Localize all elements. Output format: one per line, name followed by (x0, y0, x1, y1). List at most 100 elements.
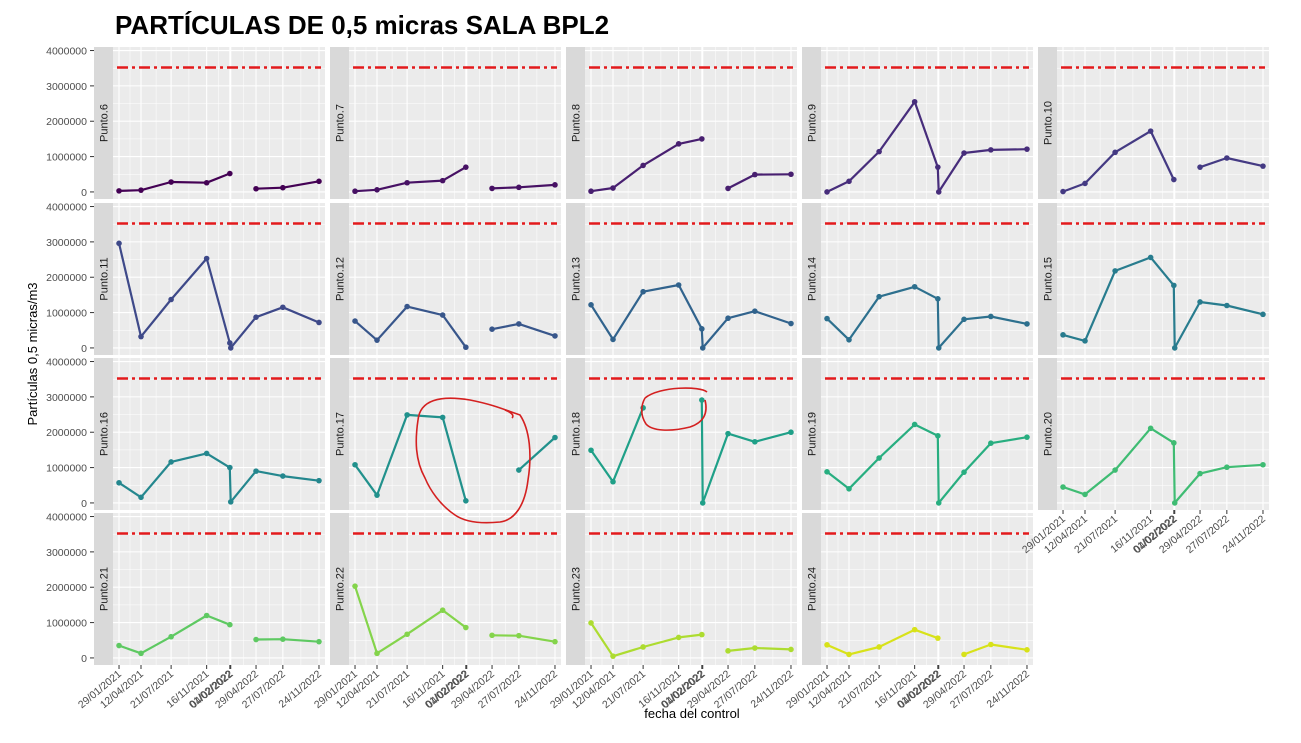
data-point (1024, 647, 1030, 653)
data-point (846, 651, 852, 658)
data-point (1147, 128, 1154, 134)
panel-punto-11: Punto.11 (94, 203, 325, 355)
data-point (788, 171, 794, 178)
data-point (463, 624, 469, 631)
x-axis-title: fecha del control (644, 706, 740, 721)
data-point (116, 240, 122, 247)
panel-background (821, 203, 1033, 355)
data-point (988, 313, 994, 320)
data-point (935, 189, 942, 195)
data-point (752, 171, 758, 178)
panel-punto-13: Punto.13 (566, 203, 797, 355)
data-point (116, 188, 122, 194)
panel-background (1057, 358, 1269, 510)
data-point (588, 447, 594, 454)
data-point (227, 464, 233, 471)
data-point (1112, 149, 1118, 156)
panel-background (821, 358, 1033, 510)
data-point (846, 337, 852, 343)
data-point (1171, 440, 1177, 446)
data-point (846, 485, 852, 492)
data-point (1171, 345, 1178, 351)
panel-punto-10: Punto.10 (1038, 47, 1269, 199)
y-tick-label: 1000000 (46, 618, 87, 630)
data-point (788, 646, 794, 653)
panel-punto-8: Punto.8 (566, 47, 797, 199)
data-point (640, 288, 646, 295)
facet-strip (566, 47, 585, 199)
data-point (675, 634, 682, 641)
data-point (610, 653, 616, 659)
facet-strip (566, 358, 585, 510)
data-point (610, 336, 616, 343)
data-point (725, 315, 731, 322)
data-point (489, 326, 495, 332)
facet-strip (330, 47, 349, 199)
data-point (1082, 180, 1088, 187)
data-point (227, 345, 234, 351)
data-point (1060, 332, 1066, 338)
panel-background (113, 513, 325, 665)
y-tick-label: 3000000 (46, 237, 87, 249)
facet-strip (94, 513, 113, 665)
y-tick-label: 1000000 (46, 308, 87, 320)
data-point (961, 150, 967, 156)
y-tick-label: 4000000 (46, 46, 87, 58)
data-point (1024, 434, 1030, 440)
facet-label: Punto.14 (807, 257, 819, 301)
y-tick-label: 3000000 (46, 547, 87, 559)
facet-label: Punto.20 (1043, 412, 1055, 456)
data-point (1082, 338, 1088, 344)
data-point (640, 162, 646, 169)
y-tick-label: 4000000 (46, 202, 87, 214)
panel-punto-15: Punto.15 (1038, 203, 1269, 355)
facet-strip (802, 47, 821, 199)
data-point (253, 636, 259, 643)
facet-label: Punto.17 (335, 412, 347, 456)
data-point (316, 319, 322, 326)
data-point (1260, 461, 1266, 468)
data-point (552, 182, 558, 188)
data-point (280, 473, 286, 479)
data-point (374, 492, 380, 498)
data-point (788, 429, 794, 436)
panel-background (1057, 203, 1269, 355)
facet-label: Punto.16 (99, 412, 111, 456)
y-tick-label: 4000000 (46, 512, 87, 524)
data-point (138, 333, 144, 340)
y-tick-label: 2000000 (46, 272, 87, 284)
panel-background (821, 513, 1033, 665)
data-point (1147, 425, 1154, 432)
data-point (961, 316, 967, 323)
data-point (675, 141, 682, 147)
facet-strip (94, 47, 113, 199)
data-point (752, 308, 758, 314)
data-point (935, 500, 942, 506)
facet-label: Punto.23 (571, 567, 583, 611)
data-point (588, 302, 594, 308)
data-point (699, 326, 705, 332)
data-point (352, 583, 358, 589)
data-point (489, 185, 495, 192)
panel-background (113, 358, 325, 510)
data-point (911, 626, 918, 633)
data-point (588, 188, 594, 195)
annotation-circle-punto18 (640, 387, 708, 431)
y-tick-label: 0 (81, 653, 87, 665)
y-tick-label: 0 (81, 187, 87, 199)
data-point (588, 620, 594, 626)
data-point (876, 644, 882, 650)
data-point (1112, 268, 1118, 274)
data-point (752, 645, 758, 651)
data-point (935, 432, 941, 439)
data-point (253, 314, 259, 320)
y-tick-label: 0 (81, 343, 87, 355)
data-point (988, 641, 994, 648)
data-point (1197, 470, 1203, 477)
data-point (824, 189, 830, 195)
facet-strip (330, 203, 349, 355)
data-point (138, 494, 144, 501)
data-point (1082, 491, 1088, 498)
data-point (1197, 164, 1203, 170)
panel-punto-21: Punto.21 (94, 513, 325, 665)
